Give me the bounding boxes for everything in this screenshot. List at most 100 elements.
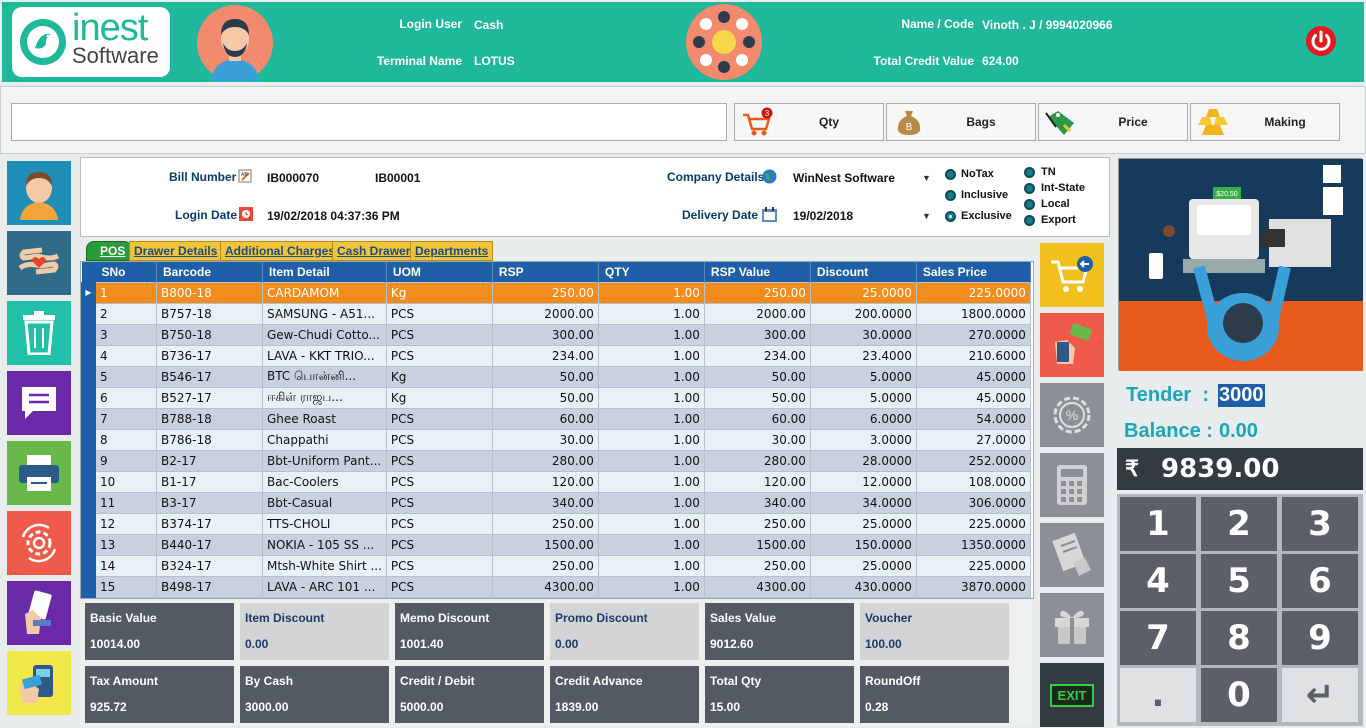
- grid-cell[interactable]: 252.0000: [915, 449, 1031, 472]
- grid-cell[interactable]: Kg: [385, 365, 493, 388]
- grid-cell[interactable]: B788-18: [156, 407, 263, 430]
- table-row[interactable]: 13 B440-17 NOKIA - 105 SS ... PCS 1500.00 1.0…: [81, 533, 1031, 556]
- add-to-cart-button[interactable]: [1040, 243, 1104, 307]
- company-dropdown-icon[interactable]: ▼: [922, 173, 931, 183]
- grid-cell[interactable]: 1800.0000: [915, 302, 1031, 325]
- table-row[interactable]: 6 B527-17 ஈகிள் ராஜப... Kg 50.00 1.00 50.00 5.0…: [81, 386, 1031, 409]
- table-row[interactable]: 3 B750-18 Gew-Chudi Cotto... PCS 300.00 1.00 3…: [81, 323, 1031, 346]
- grid-cell[interactable]: 306.0000: [915, 491, 1031, 514]
- grid-cell[interactable]: BTC பொன்னி...: [262, 365, 387, 388]
- calculator-button[interactable]: [1040, 453, 1104, 517]
- enter-key[interactable]: ↵: [1282, 668, 1358, 722]
- grid-cell[interactable]: LAVA - ARC 101 ...: [262, 575, 387, 598]
- grid-cell[interactable]: 50.00: [491, 386, 599, 409]
- delivery-date-value[interactable]: 19/02/2018: [793, 209, 854, 223]
- grid-cell[interactable]: 4300.00: [703, 575, 811, 598]
- decimal-key[interactable]: .: [1120, 668, 1196, 722]
- grid-cell[interactable]: 234.00: [703, 344, 811, 367]
- grid-cell[interactable]: 250.00: [703, 512, 811, 535]
- table-row[interactable]: 11 B3-17 Bbt-Casual PCS 340.00 1.00 340.00 34.0…: [81, 491, 1031, 514]
- col-header[interactable]: Barcode: [156, 262, 263, 282]
- grid-cell[interactable]: 30.00: [703, 428, 811, 451]
- grid-cell[interactable]: 27.0000: [915, 428, 1031, 451]
- grid-cell[interactable]: B374-17: [156, 512, 263, 535]
- table-row[interactable]: ▶ 1 B800-18 CARDAMOM Kg 250.00 1.00 250.00 25.00…: [81, 281, 1031, 304]
- col-header[interactable]: Item Detail: [262, 262, 387, 282]
- price-button[interactable]: Price: [1038, 103, 1188, 141]
- grid-cell[interactable]: 30.00: [491, 428, 599, 451]
- grid-cell[interactable]: PCS: [385, 449, 493, 472]
- print-button[interactable]: [7, 441, 71, 505]
- grid-cell[interactable]: 4300.00: [491, 575, 599, 598]
- grid-cell[interactable]: PCS: [385, 533, 493, 556]
- grid-cell[interactable]: LAVA - KKT TRIO...: [262, 344, 387, 367]
- export-radio[interactable]: [1024, 215, 1035, 226]
- grid-cell[interactable]: ஈகிள் ராஜப...: [262, 386, 387, 409]
- grid-cell[interactable]: B3-17: [156, 491, 263, 514]
- table-row[interactable]: 7 B788-18 Ghee Roast PCS 60.00 1.00 60.00 6.000…: [81, 407, 1031, 430]
- grid-cell[interactable]: 3: [95, 323, 157, 346]
- tab-cash-drawer[interactable]: Cash Drawer: [332, 241, 416, 261]
- grid-cell[interactable]: Chappathi: [262, 428, 387, 451]
- grid-cell[interactable]: 225.0000: [915, 512, 1031, 535]
- grid-cell[interactable]: 11: [95, 491, 157, 514]
- grid-cell[interactable]: TTS-CHOLI: [262, 512, 387, 535]
- grid-cell[interactable]: PCS: [385, 428, 493, 451]
- grid-cell[interactable]: 12.0000: [809, 470, 917, 493]
- grid-cell[interactable]: 1350.0000: [915, 533, 1031, 556]
- keypad-key[interactable]: 0: [1201, 668, 1277, 722]
- grid-cell[interactable]: 300.00: [491, 323, 599, 346]
- customer-button[interactable]: [7, 161, 71, 225]
- grid-cell[interactable]: 6: [95, 386, 157, 409]
- grid-cell[interactable]: 50.00: [703, 386, 811, 409]
- grid-cell[interactable]: B736-17: [156, 344, 263, 367]
- grid-cell[interactable]: 300.00: [703, 323, 811, 346]
- grid-cell[interactable]: B800-18: [156, 281, 263, 304]
- inclusive-radio[interactable]: [945, 190, 956, 201]
- notax-radio[interactable]: [945, 169, 956, 180]
- row-indicator[interactable]: [81, 302, 96, 325]
- keypad-key[interactable]: 4: [1120, 554, 1196, 608]
- grid-cell[interactable]: 1.00: [597, 512, 705, 535]
- qty-button[interactable]: 3 Qty: [734, 103, 884, 141]
- grid-cell[interactable]: 1.00: [597, 554, 705, 577]
- grid-cell[interactable]: PCS: [385, 407, 493, 430]
- power-icon[interactable]: [1305, 25, 1337, 57]
- grid-cell[interactable]: 1500.00: [491, 533, 599, 556]
- tab-drawer-details[interactable]: Drawer Details: [129, 241, 223, 261]
- col-header[interactable]: UOM: [386, 262, 493, 282]
- grid-cell[interactable]: 108.0000: [915, 470, 1031, 493]
- grid-cell[interactable]: B527-17: [156, 386, 263, 409]
- grid-cell[interactable]: 45.0000: [915, 386, 1031, 409]
- grid-cell[interactable]: 4: [95, 344, 157, 367]
- grid-cell[interactable]: 3870.0000: [915, 575, 1031, 598]
- grid-cell[interactable]: 150.0000: [809, 533, 917, 556]
- grid-cell[interactable]: PCS: [385, 323, 493, 346]
- grid-cell[interactable]: 340.00: [703, 491, 811, 514]
- grid-cell[interactable]: PCS: [385, 512, 493, 535]
- credit-note-button[interactable]: [1040, 523, 1104, 587]
- grid-cell[interactable]: 1.00: [597, 323, 705, 346]
- grid-cell[interactable]: 1.00: [597, 386, 705, 409]
- grid-cell[interactable]: 5: [95, 365, 157, 388]
- grid-cell[interactable]: 1: [95, 281, 157, 304]
- grid-cell[interactable]: 120.00: [703, 470, 811, 493]
- grid-cell[interactable]: PCS: [385, 491, 493, 514]
- grid-cell[interactable]: 25.0000: [809, 512, 917, 535]
- grid-cell[interactable]: PCS: [385, 554, 493, 577]
- grid-cell[interactable]: 1.00: [597, 491, 705, 514]
- grid-cell[interactable]: Gew-Chudi Cotto...: [262, 323, 387, 346]
- grid-cell[interactable]: 225.0000: [915, 281, 1031, 304]
- grid-cell[interactable]: CARDAMOM: [262, 281, 387, 304]
- grid-cell[interactable]: 1.00: [597, 365, 705, 388]
- grid-cell[interactable]: Bbt-Uniform Pant...: [262, 449, 387, 472]
- grid-cell[interactable]: PCS: [385, 470, 493, 493]
- bags-button[interactable]: B Bags: [886, 103, 1036, 141]
- grid-cell[interactable]: 250.00: [491, 512, 599, 535]
- row-indicator[interactable]: [81, 554, 96, 577]
- table-row[interactable]: 4 B736-17 LAVA - KKT TRIO... PCS 234.00 1.00 2…: [81, 344, 1031, 367]
- row-indicator[interactable]: [81, 512, 96, 535]
- keypad-key[interactable]: 8: [1201, 611, 1277, 665]
- row-indicator[interactable]: [81, 491, 96, 514]
- grid-cell[interactable]: B440-17: [156, 533, 263, 556]
